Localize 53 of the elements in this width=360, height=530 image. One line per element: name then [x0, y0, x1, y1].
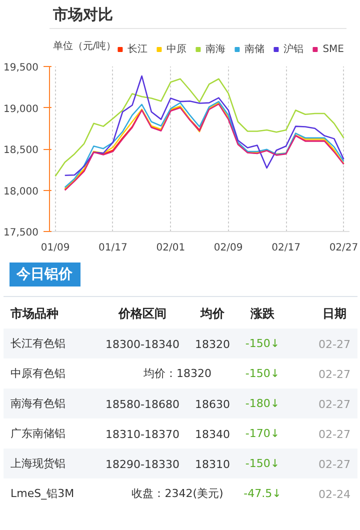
x-tick-label: 01/09 — [40, 242, 70, 254]
text: -170↓ — [245, 427, 280, 440]
legend-label: 沪铝 — [284, 42, 304, 56]
text: 日期 — [322, 306, 346, 320]
x-tick-label: 02/27 — [329, 242, 358, 254]
legend-label: SME — [322, 44, 344, 54]
y-tick-label: 18,000 — [4, 186, 39, 198]
text: 02-27 — [318, 398, 350, 411]
text: 中原有色铝 — [10, 367, 66, 380]
text: 18580-18680 — [106, 398, 180, 411]
x-tick-label: 02/09 — [214, 242, 243, 254]
x-tick-label: 01/17 — [98, 242, 128, 254]
text: -150↓ — [245, 337, 280, 350]
y-tick-label: 19,500 — [4, 62, 39, 74]
text: 02-27 — [318, 368, 350, 381]
chart-title: 市场对比 — [52, 6, 113, 24]
text: 18630 — [195, 398, 230, 411]
text: 02-27 — [318, 428, 350, 441]
text: 18310 — [195, 458, 230, 471]
text: 18300-18340 — [106, 338, 180, 351]
text: 均价 — [200, 306, 226, 320]
text: 18340 — [195, 428, 230, 441]
legend-label: 中原 — [166, 42, 187, 56]
text: 02-24 — [318, 488, 350, 501]
text: 南海有色铝 — [10, 397, 66, 410]
y-tick-label: 17,500 — [4, 228, 39, 238]
x-tick-label: 02/17 — [272, 242, 300, 254]
x-tick-label: 02/01 — [156, 242, 186, 254]
text: -150↓ — [245, 457, 280, 470]
legend-label: 长江 — [128, 42, 148, 56]
legend-label: 南海 — [206, 42, 226, 56]
text: -150↓ — [245, 367, 280, 380]
y-tick-label: 19,000 — [4, 104, 39, 115]
y-axis-title: 单位（元/吨） — [52, 40, 116, 52]
text: 02-27 — [318, 338, 350, 351]
text: 涨跌 — [250, 306, 276, 320]
text: 上海现货铝 — [10, 457, 66, 470]
text: LmeS_铝3M — [10, 487, 74, 500]
text: 收盘：2342(美元) — [132, 487, 224, 500]
text: 18310-18370 — [106, 428, 180, 441]
y-tick-label: 18,500 — [4, 145, 39, 156]
legend-label: 南储 — [244, 42, 265, 56]
text: 广东南储铝 — [10, 427, 66, 440]
text: -180↓ — [245, 397, 280, 410]
text: 18290-18330 — [106, 458, 180, 471]
text: 02-27 — [318, 458, 350, 471]
text: 价格区间 — [118, 306, 166, 320]
text: -47.5↓ — [244, 487, 282, 500]
text: 均价：18320 — [142, 367, 212, 380]
text: 今日铝价 — [16, 266, 74, 282]
text: 长江有色铝 — [10, 337, 66, 350]
text: 市场品种 — [10, 306, 58, 320]
text: 18320 — [195, 338, 230, 351]
